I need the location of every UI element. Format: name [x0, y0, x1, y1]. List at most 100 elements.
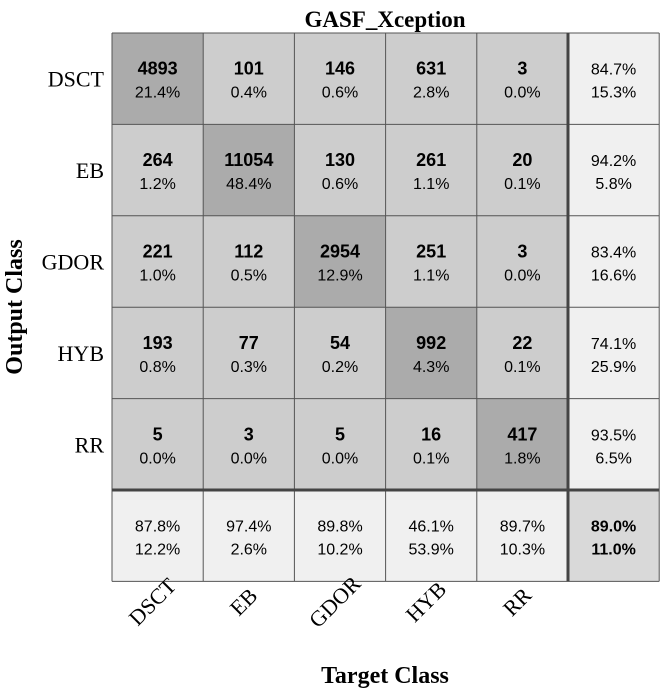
row-summary-bg-3-5 [568, 307, 660, 399]
row-summary-value: 84.7% [591, 62, 636, 79]
cell-percent: 0.4% [231, 85, 267, 102]
cell-value: 5 [153, 424, 163, 444]
cell-percent: 1.8% [504, 450, 540, 467]
cell-value: 101 [234, 59, 264, 79]
cell-value: 221 [143, 242, 173, 262]
cell-value: 3 [517, 242, 527, 262]
cell-bg-2-3 [385, 215, 477, 308]
cell-percent: 1.2% [139, 176, 175, 193]
x-tick-label: RR [498, 582, 537, 621]
row-summary-percent: 16.6% [591, 268, 636, 285]
chart-title: GASF_Xception [305, 7, 466, 32]
row-summary-bg-0-5 [568, 33, 660, 125]
col-summary-percent: 10.2% [317, 542, 362, 559]
y-tick-label: DSCT [48, 67, 105, 92]
cell-value: 631 [416, 59, 446, 79]
cell-value: 20 [512, 150, 532, 170]
matrix-grid [111, 32, 660, 582]
cell-value: 992 [416, 333, 446, 353]
y-tick-label: RR [75, 432, 105, 457]
cell-bg-1-0 [112, 124, 204, 216]
overall-value: 89.0% [591, 519, 636, 536]
col-summary-value: 89.8% [317, 519, 362, 536]
cell-value: 22 [512, 333, 532, 353]
row-summary-percent: 25.9% [591, 359, 636, 376]
cell-bg-2-4 [476, 215, 568, 308]
cell-percent: 48.4% [226, 176, 271, 193]
cell-value: 5 [335, 424, 345, 444]
cell-value: 264 [143, 150, 173, 170]
cell-percent: 0.0% [322, 450, 358, 467]
cell-bg-3-2 [294, 307, 386, 399]
cell-bg-0-0 [112, 33, 204, 125]
cell-bg-3-1 [203, 307, 295, 399]
col-summary-value: 87.8% [135, 519, 180, 536]
row-summary-bg-2-5 [568, 215, 660, 308]
cell-bg-3-4 [476, 307, 568, 399]
col-summary-bg-5-3 [385, 490, 477, 582]
y-tick-label: GDOR [42, 250, 105, 275]
cell-value: 77 [239, 333, 259, 353]
cell-value: 3 [517, 59, 527, 79]
cell-percent: 0.6% [322, 176, 358, 193]
cell-percent: 4.3% [413, 359, 449, 376]
cell-percent: 21.4% [135, 85, 180, 102]
cell-percent: 0.0% [139, 450, 175, 467]
y-tick-labels: DSCT EB GDOR HYB RR [42, 67, 105, 458]
cell-bg-2-0 [112, 215, 204, 308]
y-axis-label: Output Class [2, 239, 28, 374]
cell-percent: 1.1% [413, 176, 449, 193]
col-summary-value: 46.1% [409, 519, 454, 536]
cell-percent: 2.8% [413, 85, 449, 102]
cell-bg-4-4 [476, 398, 568, 490]
col-summary-percent: 10.3% [500, 542, 545, 559]
cell-bg-0-3 [385, 33, 477, 125]
row-summary-value: 74.1% [591, 336, 636, 353]
cell-value: 4893 [138, 59, 178, 79]
cell-bg-4-2 [294, 398, 386, 490]
row-summary-value: 93.5% [591, 427, 636, 444]
overall-bg-5-5 [568, 490, 660, 582]
cell-bg-3-3 [385, 307, 477, 399]
col-summary-value: 89.7% [500, 519, 545, 536]
cell-bg-1-3 [385, 124, 477, 216]
col-summary-bg-5-4 [476, 490, 568, 582]
cell-value: 146 [325, 59, 355, 79]
y-tick-label: HYB [58, 341, 104, 366]
cell-value: 251 [416, 242, 446, 262]
row-summary-percent: 15.3% [591, 85, 636, 102]
cell-percent: 0.1% [504, 176, 540, 193]
cell-bg-2-1 [203, 215, 295, 308]
row-summary-percent: 5.8% [595, 176, 631, 193]
cell-bg-0-1 [203, 33, 295, 125]
cell-value: 417 [507, 424, 537, 444]
overall-percent: 11.0% [591, 542, 635, 559]
row-summary-bg-1-5 [568, 124, 660, 216]
cell-bg-0-2 [294, 33, 386, 125]
row-summary-percent: 6.5% [595, 450, 631, 467]
cell-bg-3-0 [112, 307, 204, 399]
col-summary-percent: 2.6% [231, 542, 267, 559]
cell-bg-2-2 [294, 215, 386, 308]
y-tick-label: EB [76, 158, 104, 183]
cell-value: 11054 [224, 150, 273, 170]
cell-value: 16 [421, 424, 441, 444]
cell-percent: 0.5% [231, 268, 267, 285]
row-summary-value: 94.2% [591, 153, 636, 170]
x-tick-label: EB [225, 583, 263, 621]
col-summary-value: 97.4% [226, 519, 271, 536]
cell-bg-1-2 [294, 124, 386, 216]
cell-percent: 0.0% [231, 450, 267, 467]
cell-bg-1-4 [476, 124, 568, 216]
cell-percent: 0.1% [413, 450, 449, 467]
cell-percent: 12.9% [317, 268, 362, 285]
cell-bg-4-3 [385, 398, 477, 490]
matrix-cells: 4893 21.4% 101 0.4% 146 0.6% 631 2.8% 3 0.0% 84.7%… [112, 33, 660, 582]
cell-value: 261 [416, 150, 446, 170]
col-summary-percent: 53.9% [409, 542, 454, 559]
cell-bg-4-0 [112, 398, 204, 490]
cell-value: 3 [244, 424, 254, 444]
cell-percent: 0.1% [504, 359, 540, 376]
col-summary-bg-5-0 [112, 490, 204, 582]
